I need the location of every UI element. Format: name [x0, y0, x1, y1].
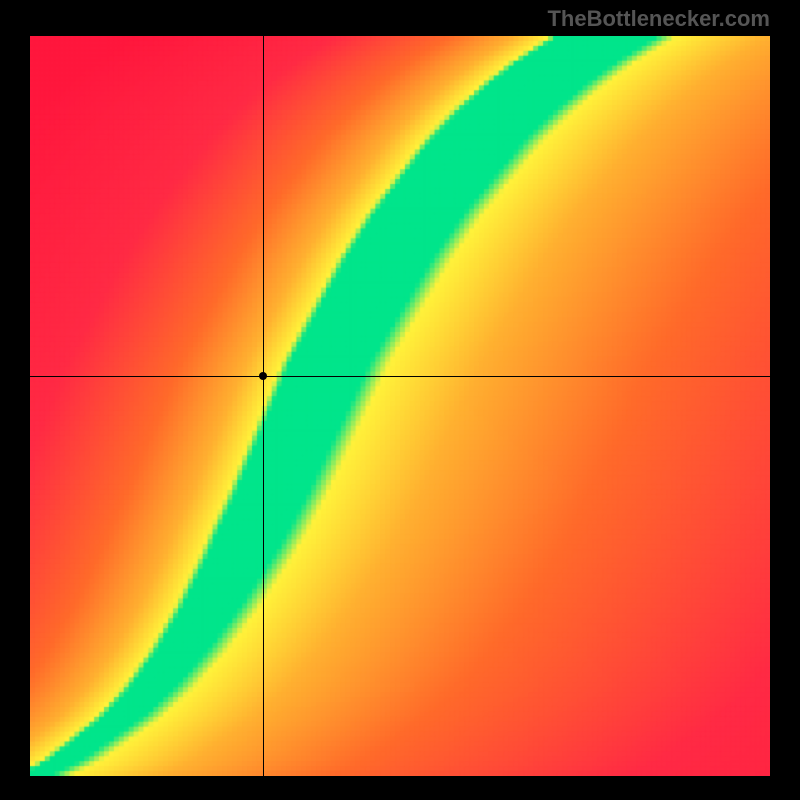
watermark-text: TheBottlenecker.com	[547, 6, 770, 32]
selection-marker-dot	[259, 372, 267, 380]
crosshair-horizontal	[30, 376, 770, 377]
bottleneck-heatmap	[30, 36, 770, 776]
heatmap-canvas	[30, 36, 770, 776]
crosshair-vertical	[263, 36, 264, 776]
